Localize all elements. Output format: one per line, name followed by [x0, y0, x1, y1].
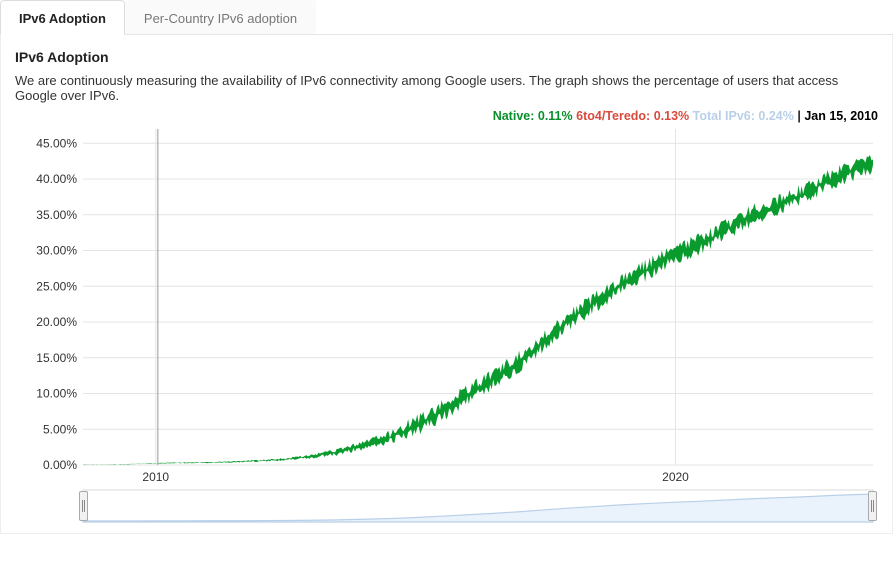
panel-title: IPv6 Adoption [15, 49, 878, 65]
range-handle-left[interactable] [79, 491, 88, 521]
legend-teredo-label: 6to4/Teredo: [576, 109, 650, 123]
legend-native-label: Native: [493, 109, 535, 123]
svg-text:2010: 2010 [142, 470, 169, 484]
svg-text:25.00%: 25.00% [36, 279, 77, 293]
svg-text:45.00%: 45.00% [36, 136, 77, 150]
tabs-bar: IPv6 Adoption Per-Country IPv6 adoption [0, 0, 893, 35]
overview-chart[interactable] [15, 489, 878, 523]
panel: IPv6 Adoption We are continuously measur… [0, 35, 893, 534]
legend-date: Jan 15, 2010 [804, 109, 878, 123]
svg-text:5.00%: 5.00% [43, 422, 77, 436]
panel-description: We are continuously measuring the availa… [15, 73, 878, 103]
svg-text:40.00%: 40.00% [36, 172, 77, 186]
legend-native-value: 0.11% [538, 109, 573, 123]
chart-svg: 0.00% 5.00% 10.00% 15.00% 20.00% 25.00% 30.00%… [15, 125, 875, 485]
tab-per-country[interactable]: Per-Country IPv6 adoption [125, 0, 316, 34]
overview-svg [15, 489, 875, 523]
svg-text:2020: 2020 [662, 470, 689, 484]
range-handle-right[interactable] [868, 491, 877, 521]
tab-ipv6-adoption[interactable]: IPv6 Adoption [0, 0, 125, 35]
svg-text:30.00%: 30.00% [36, 244, 77, 258]
chart-legend: Native: 0.11% 6to4/Teredo: 0.13% Total I… [15, 109, 878, 123]
svg-text:15.00%: 15.00% [36, 351, 77, 365]
main-chart[interactable]: 0.00% 5.00% 10.00% 15.00% 20.00% 25.00% 30.00%… [15, 125, 878, 485]
legend-total-label: Total IPv6: [693, 109, 755, 123]
svg-text:35.00%: 35.00% [36, 208, 77, 222]
legend-total-value: 0.24% [758, 109, 793, 123]
legend-teredo-value: 0.13% [654, 109, 689, 123]
svg-text:20.00%: 20.00% [36, 315, 77, 329]
svg-text:10.00%: 10.00% [36, 387, 77, 401]
svg-text:0.00%: 0.00% [43, 458, 77, 472]
legend-separator: | [797, 109, 801, 123]
